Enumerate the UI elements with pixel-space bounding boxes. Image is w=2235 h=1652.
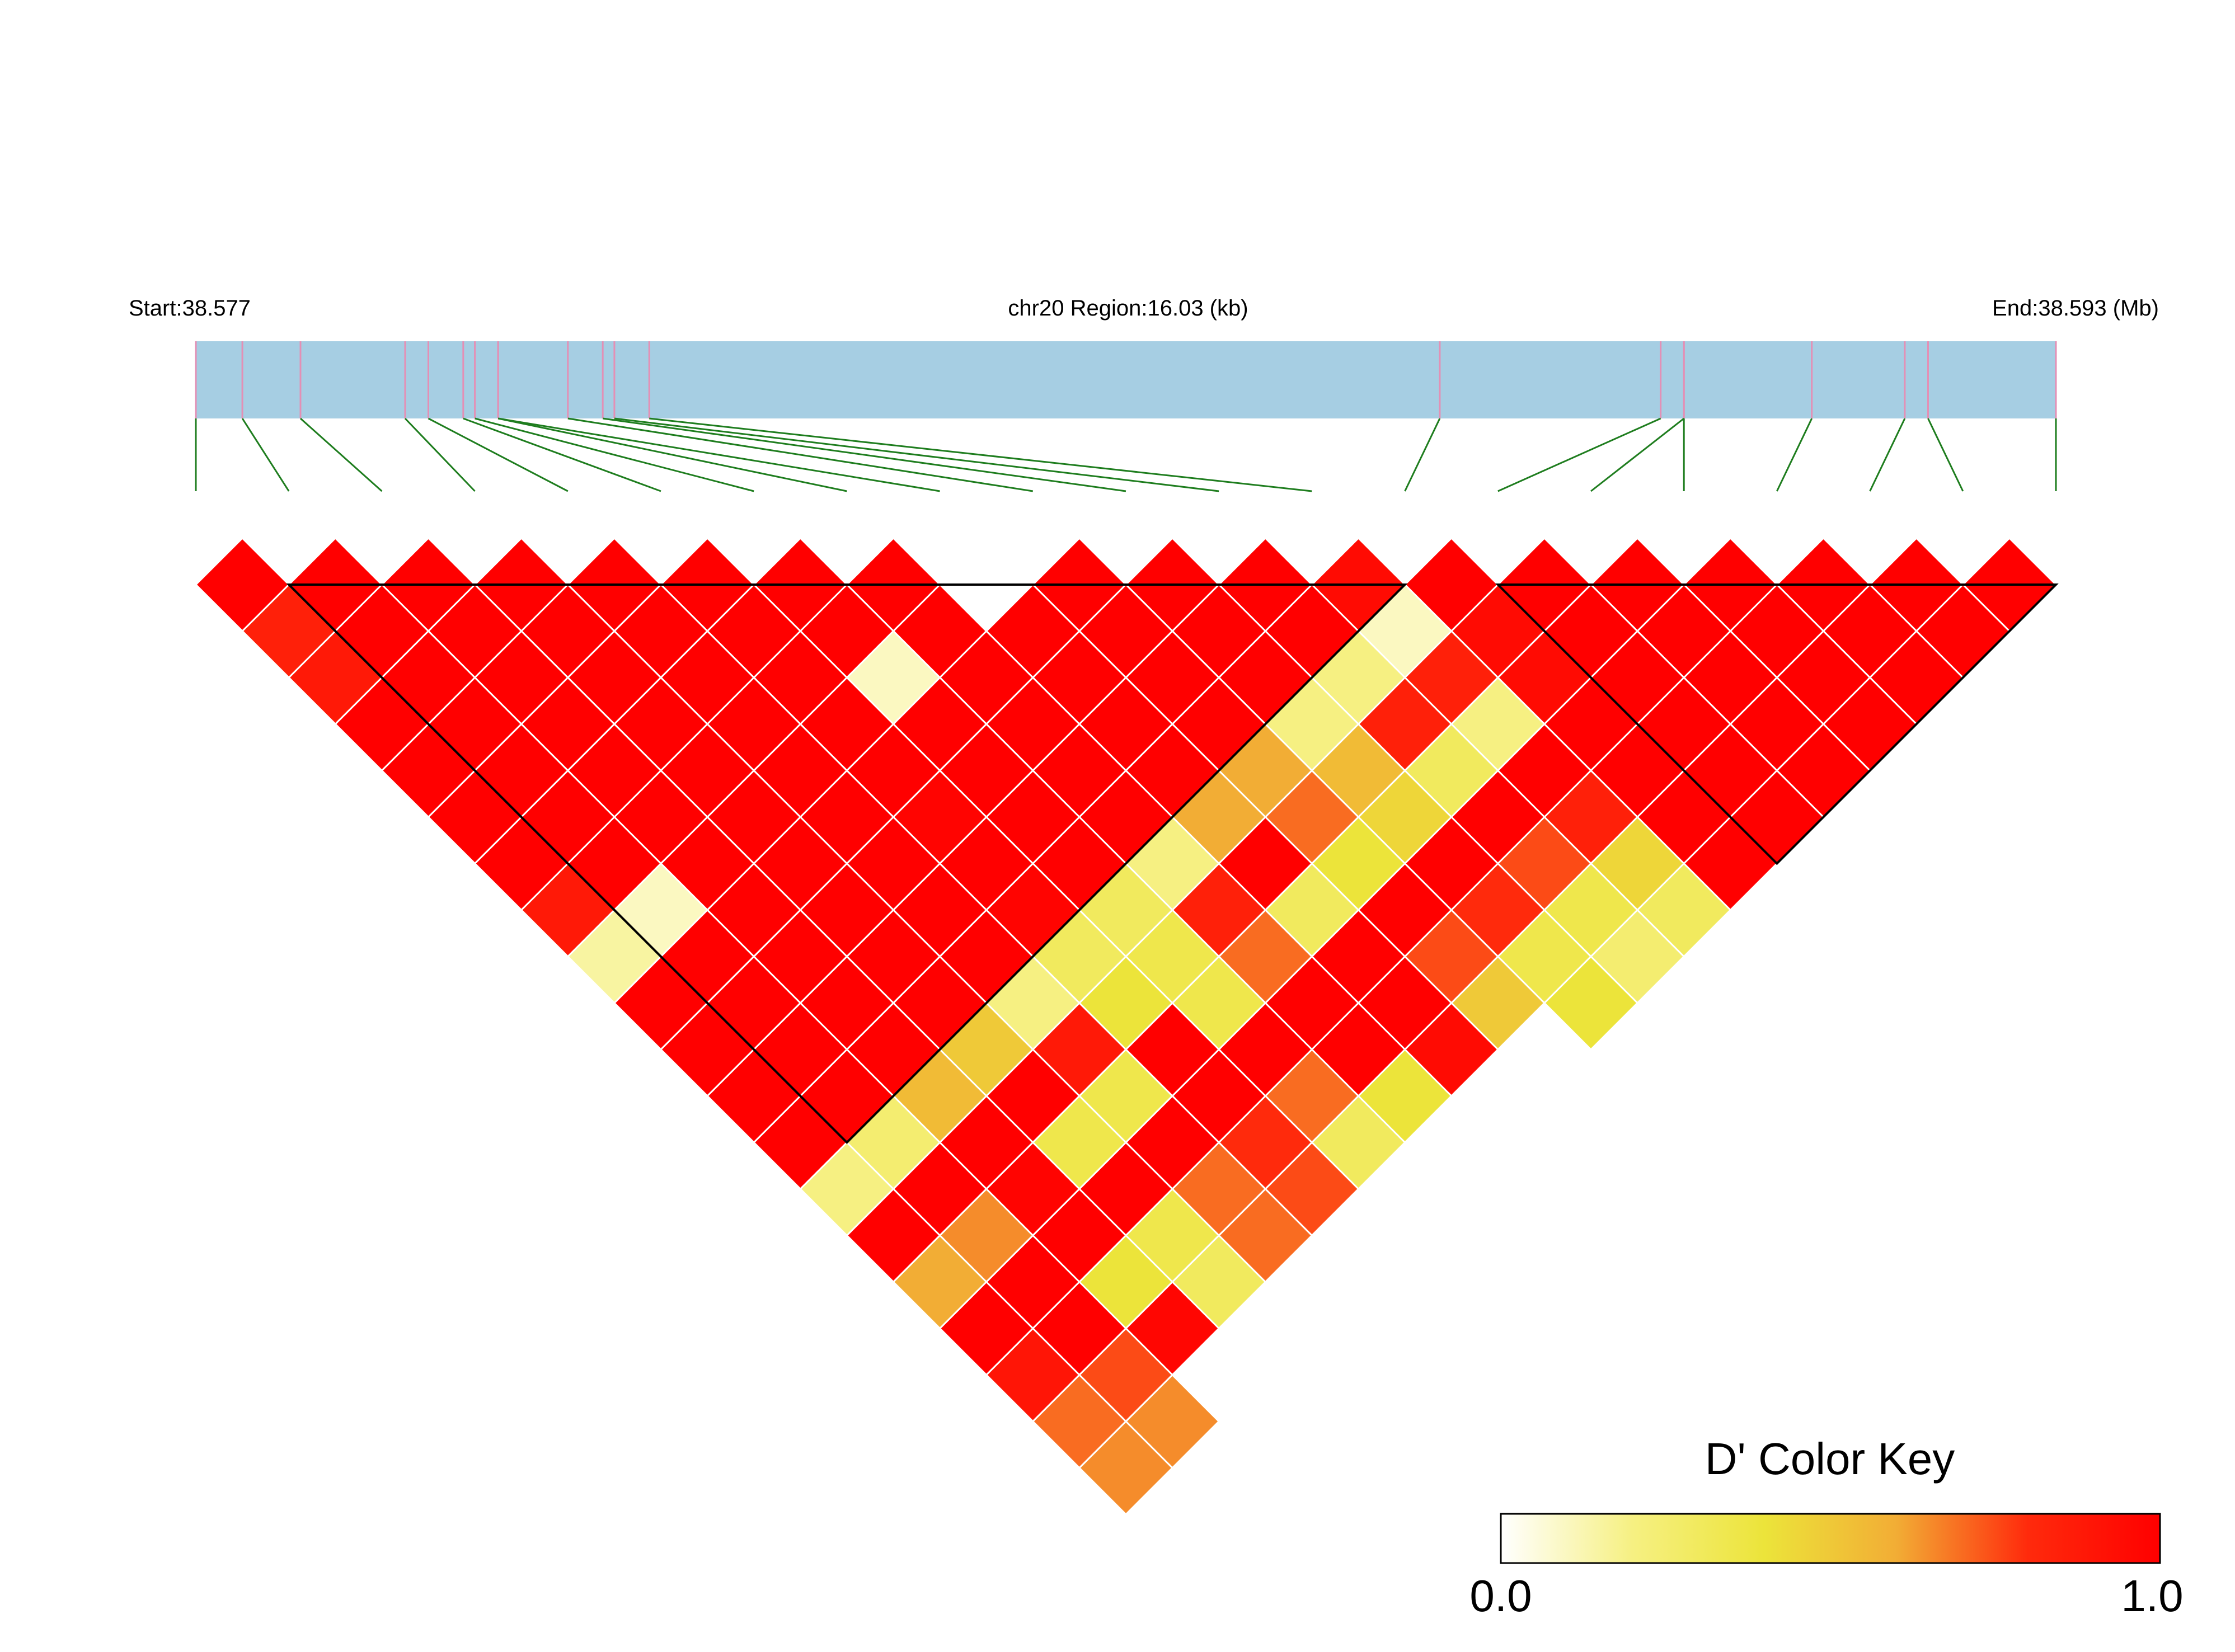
snp-connector-line xyxy=(475,417,754,492)
snp-connector-line xyxy=(1590,417,1685,492)
color-key-title: D' Color Key xyxy=(1705,1434,1955,1484)
snp-connector-line xyxy=(602,417,1126,492)
snp-connector-line xyxy=(463,417,661,492)
snp-connector-line xyxy=(404,417,476,492)
snp-connector-line xyxy=(428,417,569,492)
haplotype-block-outline xyxy=(286,583,1408,1145)
end-label: End:38.593 (Mb) xyxy=(1992,296,2159,321)
genomic-region-track xyxy=(195,341,2057,418)
snp-connector-line xyxy=(497,417,847,492)
snp-connector-line xyxy=(1404,418,1441,492)
snp-connector-line xyxy=(1776,418,1813,492)
haplotype-block-outline xyxy=(1495,583,2059,865)
ld-cell xyxy=(1543,955,1639,1051)
color-key-gradient xyxy=(1500,1513,2161,1564)
color-key-min-label: 0.0 xyxy=(1469,1571,1532,1621)
ld-cell xyxy=(1078,1420,1174,1516)
snp-connector-line xyxy=(241,418,290,492)
snp-connector-line xyxy=(1497,417,1661,492)
color-key: D' Color Key 0.0 1.0 xyxy=(1469,1434,2183,1621)
snp-connector-line xyxy=(1869,418,1906,492)
region-bar xyxy=(196,341,2056,418)
snp-connector-line xyxy=(1927,418,1964,492)
haplotype-blocks xyxy=(286,583,2059,1145)
snp-connector-line xyxy=(567,417,1034,492)
snp-connector-line xyxy=(497,417,940,492)
snp-connector-line xyxy=(614,417,1219,492)
start-label: Start:38.577 xyxy=(129,296,251,321)
snp-connector-line xyxy=(299,417,383,492)
snp-connector-lines xyxy=(195,417,2057,492)
ld-cells xyxy=(194,536,2058,1516)
region-label: chr20 Region:16.03 (kb) xyxy=(1008,296,1248,321)
snp-connector-line xyxy=(649,417,1312,492)
color-key-max-label: 1.0 xyxy=(2121,1571,2183,1621)
